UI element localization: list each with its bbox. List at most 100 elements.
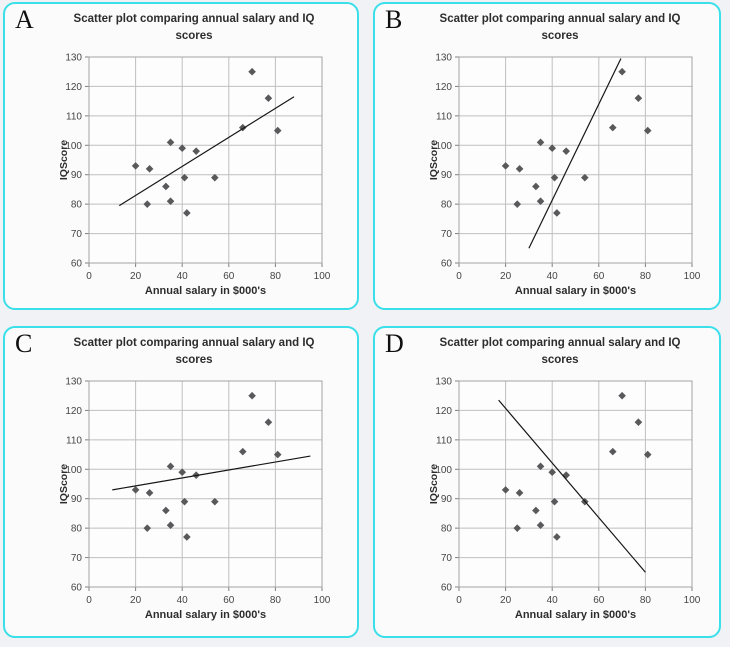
y-tick-label: 60: [441, 259, 453, 270]
x-tick-label: 80: [640, 271, 652, 282]
chart-title-line2: scores: [175, 30, 213, 42]
trend-line: [118, 96, 295, 207]
y-tick-label: 130: [65, 53, 82, 64]
y-tick-label: 60: [71, 583, 83, 594]
chart-title: Scatter plot comparing annual salary and…: [419, 335, 701, 369]
y-tick-label: 130: [65, 377, 82, 388]
y-tick-label: 100: [65, 465, 82, 476]
data-point: [180, 173, 189, 182]
trend-line: [112, 455, 311, 491]
x-tick-label: 60: [593, 595, 605, 606]
y-tick-label: 110: [436, 435, 452, 446]
y-tick-label: 130: [435, 377, 452, 388]
data-point: [183, 209, 191, 217]
data-point: [501, 486, 510, 494]
plot-area: [89, 57, 322, 263]
data-point: [273, 450, 282, 459]
y-tick-label: 130: [435, 53, 452, 64]
y-tick-label: 70: [71, 553, 83, 564]
panel-letter-d: D: [385, 329, 404, 358]
x-tick-label: 20: [130, 595, 142, 606]
x-tick-label: 0: [86, 271, 92, 282]
data-point: [192, 147, 200, 155]
data-point: [178, 144, 186, 153]
x-tick-label: 40: [547, 271, 559, 282]
x-tick-label: 60: [223, 595, 235, 606]
data-point: [166, 138, 175, 147]
y-axis-label: IQScore: [58, 463, 70, 505]
data-point: [634, 94, 643, 102]
x-tick-label: 20: [500, 271, 512, 282]
chart-title-line1: Scatter plot comparing annual salary and…: [439, 337, 681, 349]
y-tick-label: 100: [65, 141, 82, 152]
y-tick-label: 60: [441, 583, 453, 594]
data-point: [131, 486, 140, 494]
data-point: [562, 147, 570, 155]
y-axis-label: IQScore: [428, 139, 440, 181]
data-point: [536, 462, 545, 471]
panel-d: D Scatter plot comparing annual salary a…: [373, 326, 721, 638]
data-point: [643, 450, 652, 459]
y-tick-label: 60: [71, 259, 83, 270]
y-tick-label: 100: [435, 465, 452, 476]
data-point: [548, 144, 556, 153]
data-point: [515, 165, 524, 173]
x-axis-label: Annual salary in $000's: [144, 609, 267, 621]
chart-title: Scatter plot comparing annual salary and…: [419, 11, 701, 45]
data-point: [501, 162, 510, 170]
x-tick-label: 100: [684, 595, 701, 606]
y-tick-label: 80: [441, 524, 453, 535]
x-tick-label: 100: [684, 271, 701, 282]
y-tick-label: 120: [65, 82, 82, 93]
y-tick-label: 120: [435, 82, 452, 93]
x-tick-label: 20: [130, 271, 142, 282]
panel-b: B Scatter plot comparing annual salary a…: [373, 2, 721, 310]
chart-title-line1: Scatter plot comparing annual salary and…: [73, 337, 315, 349]
x-tick-label: 40: [177, 271, 189, 282]
y-tick-label: 70: [441, 229, 453, 240]
chart-title-line2: scores: [541, 30, 579, 42]
data-point: [536, 138, 545, 147]
chart-title: Scatter plot comparing annual salary and…: [49, 11, 339, 45]
x-tick-label: 80: [640, 595, 652, 606]
y-axis-label: IQScore: [58, 139, 70, 181]
data-point: [248, 67, 256, 76]
data-point: [515, 489, 524, 497]
x-axis-label: Annual salary in $000's: [144, 285, 267, 297]
data-point: [548, 468, 556, 477]
data-point: [581, 173, 589, 182]
scatter-chart-d: 0 20 40 60 80 100 60 70 80 90 100 110 120 130: [435, 377, 701, 607]
y-tick-label: 110: [66, 111, 82, 122]
data-point: [550, 173, 559, 182]
panel-letter-a: A: [15, 5, 34, 34]
data-point: [166, 462, 175, 471]
trend-line: [498, 399, 646, 573]
panel-letter-c: C: [15, 329, 33, 358]
data-point: [180, 497, 189, 506]
y-tick-label: 80: [71, 200, 83, 211]
x-tick-label: 0: [456, 595, 462, 606]
plot-border: [458, 380, 693, 588]
y-tick-label: 90: [441, 170, 453, 181]
data-point: [550, 497, 559, 506]
chart-title: Scatter plot comparing annual salary and…: [49, 335, 339, 369]
trend-line: [528, 58, 622, 249]
y-tick-label: 90: [71, 170, 83, 181]
data-point: [238, 447, 247, 456]
y-tick-label: 80: [71, 524, 83, 535]
data-point: [618, 391, 626, 400]
data-point: [536, 197, 545, 205]
data-point: [166, 197, 175, 205]
x-tick-label: 80: [270, 595, 282, 606]
y-tick-label: 110: [436, 111, 452, 122]
data-point: [562, 471, 570, 479]
data-point: [532, 506, 540, 515]
x-tick-label: 100: [314, 595, 331, 606]
y-tick-label: 120: [65, 406, 82, 417]
scatter-chart-a: 0 20 40 60 80 100 60 70 80 90 100 110 120 130: [65, 53, 330, 283]
data-point: [264, 94, 273, 102]
data-point: [131, 162, 140, 170]
plot-area: [459, 381, 692, 587]
scatter-chart-c: 0 20 40 60 80 100 60 70 80 90 100 110 120 130: [65, 377, 331, 607]
scatter-chart-b: 0 20 40 60 80 100 60 70 80 90 100 110 120 130: [435, 53, 701, 283]
